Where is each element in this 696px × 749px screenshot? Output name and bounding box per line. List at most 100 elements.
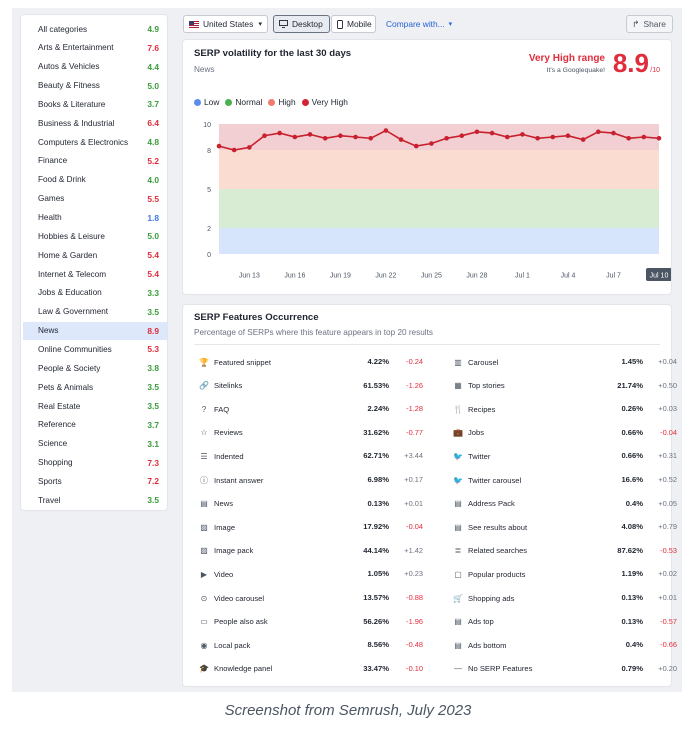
feature-name: Image pack bbox=[214, 546, 254, 556]
feature-name: Local pack bbox=[214, 640, 251, 650]
share-label: Share bbox=[643, 19, 666, 29]
compare-dropdown[interactable]: Compare with... ▾ bbox=[386, 15, 452, 33]
category-item[interactable]: Health 1.8 bbox=[23, 209, 167, 227]
x-tick-label: Jun 19 bbox=[330, 273, 351, 280]
feature-name: Jobs bbox=[468, 428, 485, 438]
category-item[interactable]: News 8.9 bbox=[23, 321, 167, 340]
feature-name: News bbox=[214, 499, 233, 509]
category-label: Real Estate bbox=[38, 401, 81, 411]
feature-name: Top stories bbox=[468, 381, 505, 391]
briefcase-icon: 💼 bbox=[453, 428, 463, 438]
legend-item[interactable]: Normal bbox=[225, 97, 262, 107]
category-score: 3.1 bbox=[147, 438, 159, 449]
category-item[interactable]: Reference 3.7 bbox=[23, 416, 167, 434]
category-item[interactable]: Food & Drink 4.0 bbox=[23, 171, 167, 189]
category-item[interactable]: People & Society 3.8 bbox=[23, 359, 167, 377]
category-item[interactable]: Science 3.1 bbox=[23, 435, 167, 453]
chat-icon: ▭ bbox=[200, 617, 208, 627]
category-item[interactable]: Travel 3.5 bbox=[23, 491, 167, 509]
legend-item[interactable]: Very High bbox=[301, 97, 348, 107]
category-item[interactable]: Sports 7.2 bbox=[23, 472, 167, 490]
feature-delta: +0.03 bbox=[658, 404, 677, 414]
category-score: 5.0 bbox=[147, 231, 159, 242]
category-label: Science bbox=[38, 439, 68, 449]
category-item[interactable]: Internet & Telecom 5.4 bbox=[23, 265, 167, 283]
feature-name: Address Pack bbox=[468, 499, 515, 509]
volatility-score: 8.9 bbox=[612, 48, 649, 78]
chevron-down-icon: ▾ bbox=[448, 21, 453, 28]
category-score: 5.4 bbox=[147, 269, 159, 280]
category-score: 4.0 bbox=[147, 174, 159, 185]
category-item[interactable]: Real Estate 3.5 bbox=[23, 397, 167, 415]
category-label: Home & Garden bbox=[38, 250, 98, 260]
indent-icon: ☰ bbox=[200, 451, 208, 461]
desktop-toggle[interactable]: Desktop bbox=[273, 15, 330, 33]
feature-row: 🍴 Recipes bbox=[453, 402, 596, 416]
feature-delta: -0.10 bbox=[406, 663, 423, 673]
feature-delta: +0.02 bbox=[658, 569, 677, 579]
category-label: Arts & Entertainment bbox=[38, 43, 114, 53]
feature-row: ▤ Ads top bbox=[453, 615, 596, 629]
twitter-icon: 🐦 bbox=[453, 451, 463, 461]
feature-value: 0.79% bbox=[621, 663, 643, 673]
category-item[interactable]: Business & Industrial 6.4 bbox=[23, 114, 167, 132]
feature-value: 0.26% bbox=[621, 404, 643, 414]
feature-row: ▨ Image pack bbox=[199, 544, 342, 558]
data-point bbox=[398, 137, 404, 142]
category-item[interactable]: Arts & Entertainment 7.6 bbox=[23, 39, 167, 57]
feature-value: 44.14% bbox=[363, 545, 389, 555]
mobile-toggle[interactable]: Mobile bbox=[331, 15, 376, 33]
category-label: News bbox=[38, 326, 59, 336]
legend-dot bbox=[225, 98, 233, 106]
feature-name: Shopping ads bbox=[468, 593, 515, 603]
category-item[interactable]: Shopping 7.3 bbox=[23, 454, 167, 472]
image-icon: ▨ bbox=[200, 522, 208, 532]
feature-value: 1.05% bbox=[367, 569, 389, 579]
phone-icon bbox=[337, 19, 343, 29]
feature-row: ▭ People also ask bbox=[199, 615, 342, 629]
list-icon: ▤ bbox=[454, 522, 462, 532]
feature-name: Reviews bbox=[214, 428, 243, 438]
category-score: 3.5 bbox=[147, 495, 159, 506]
legend-item[interactable]: Low bbox=[194, 97, 219, 107]
feature-value: 0.13% bbox=[367, 498, 389, 508]
feature-delta: +0.04 bbox=[658, 357, 677, 366]
top-stories-icon: ▦ bbox=[454, 381, 462, 391]
data-point bbox=[626, 136, 631, 141]
legend-item[interactable]: High bbox=[268, 97, 296, 107]
category-item[interactable]: Law & Government 3.5 bbox=[23, 303, 167, 321]
share-button[interactable]: ↱ Share bbox=[626, 15, 673, 33]
category-item[interactable]: Online Communities 5.3 bbox=[23, 340, 167, 358]
data-point bbox=[429, 141, 434, 146]
legend-dot bbox=[268, 98, 276, 106]
category-item[interactable]: Home & Garden 5.4 bbox=[23, 246, 167, 264]
category-item[interactable]: All categories 4.9 bbox=[23, 20, 167, 38]
features-subtitle: Percentage of SERPs where this feature a… bbox=[194, 328, 433, 337]
series-line bbox=[218, 129, 660, 151]
feature-value: 62.71% bbox=[363, 451, 389, 461]
category-item[interactable]: Games 5.5 bbox=[23, 190, 167, 208]
legend-label: Low bbox=[204, 97, 220, 107]
category-label: Pets & Animals bbox=[38, 382, 94, 392]
feature-delta: +0.05 bbox=[658, 498, 677, 508]
feature-value: 0.4% bbox=[625, 498, 643, 508]
data-point bbox=[580, 137, 586, 142]
feature-name: Indented bbox=[214, 451, 244, 461]
category-score: 3.7 bbox=[147, 419, 159, 430]
y-tick-label: 2 bbox=[207, 226, 211, 233]
country-select[interactable]: United States ▾ bbox=[183, 15, 268, 33]
category-item[interactable]: Computers & Electronics 4.8 bbox=[23, 133, 167, 151]
category-item[interactable]: Jobs & Education 3.3 bbox=[23, 284, 167, 302]
category-label: All categories bbox=[38, 24, 88, 34]
category-item[interactable]: Pets & Animals 3.5 bbox=[23, 378, 167, 396]
category-item[interactable]: Beauty & Fitness 5.0 bbox=[23, 77, 167, 95]
category-item[interactable]: Autos & Vehicles 4.4 bbox=[23, 58, 167, 76]
link-icon: 🔗 bbox=[199, 381, 209, 391]
x-tick-label: Jul 7 bbox=[606, 273, 621, 280]
legend-dot bbox=[301, 98, 309, 106]
category-item[interactable]: Hobbies & Leisure 5.0 bbox=[23, 227, 167, 245]
category-item[interactable]: Finance 5.2 bbox=[23, 152, 167, 170]
category-item[interactable]: Books & Literature 3.7 bbox=[23, 95, 167, 113]
data-point bbox=[596, 129, 601, 135]
feature-delta: +0.79 bbox=[658, 522, 677, 532]
